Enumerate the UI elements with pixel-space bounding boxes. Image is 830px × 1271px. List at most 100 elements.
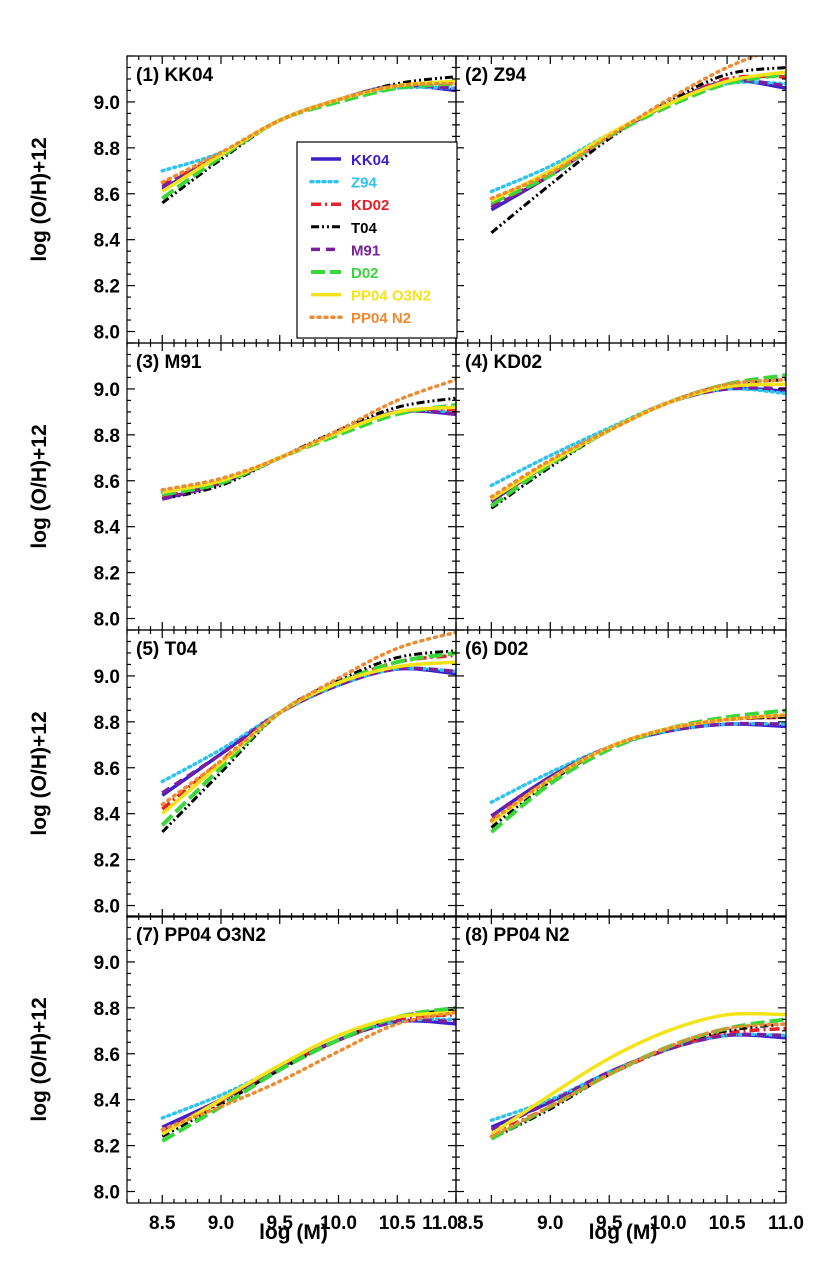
chart-panel: (8) PP04 N2 8.5 9.0 9.5 10.0 10.5 11.0	[455, 915, 804, 1234]
tick-marks	[455, 629, 787, 917]
tick-marks	[455, 915, 787, 1203]
series-line-d02	[490, 373, 786, 508]
legend-entry: T04	[311, 220, 378, 237]
series-line-d02	[160, 651, 456, 827]
y-tick-label: 8.4	[94, 805, 121, 826]
y-tick-label: 8.8	[94, 999, 120, 1020]
x-tick-label: 9.5	[267, 1213, 294, 1234]
legend-label: D02	[351, 265, 379, 282]
x-tick-label: 9.0	[537, 1213, 563, 1234]
tick-marks	[126, 915, 457, 1203]
series-line-z94	[160, 1017, 456, 1120]
legend-entry: KD02	[311, 197, 389, 214]
x-tick-label: 10.0	[650, 1213, 687, 1234]
y-tick-label: 8.2	[94, 1137, 120, 1158]
x-axis-title: log (M)	[589, 1221, 658, 1244]
series-line-kk04	[490, 386, 786, 503]
panel-title: (5) T04	[136, 639, 198, 660]
y-tick-label: 8.8	[94, 426, 120, 447]
legend-label: M91	[351, 242, 380, 259]
series-line-pp04-o3n2	[161, 660, 456, 816]
series-line-pp04-n2	[489, 713, 786, 823]
legend-entry: D02	[311, 265, 379, 282]
series-line-pp04-n2	[160, 81, 456, 185]
y-tick-label: 8.2	[94, 851, 120, 872]
series-line-m91	[490, 721, 786, 818]
legend-label: T04	[351, 220, 378, 237]
y-tick-label: 8.6	[94, 1045, 120, 1066]
panel-frame	[455, 629, 787, 918]
series-line-pp04-n2	[160, 630, 456, 807]
tick-marks	[126, 629, 457, 917]
panels: (1) KK04 8.0 8.2 8.4 8.6 8.8 9.0 (2) Z94 (3) M91…	[94, 55, 804, 1234]
legend-entry: KK04	[311, 152, 390, 169]
legend: KK04 Z94 KD02 T04 M91 D02 PP04 O3N2 PP04 N2	[296, 141, 458, 339]
series-line-pp04-n2	[160, 377, 456, 492]
y-tick-label: 8.0	[94, 610, 120, 631]
y-tick-label: 9.0	[94, 953, 120, 974]
legend-label: KD02	[351, 197, 389, 214]
chart-panel: (4) KD02	[455, 342, 787, 631]
y-tick-label: 8.6	[94, 185, 120, 206]
x-tick-label: 10.0	[320, 1213, 357, 1234]
chart-panel: (1) KK04 8.0 8.2 8.4 8.6 8.8 9.0	[94, 55, 457, 344]
series-line-t04	[490, 715, 786, 829]
series-line-pp04-o3n2	[490, 382, 786, 501]
panel-title: (4) KD02	[465, 352, 542, 373]
series-line-t04	[490, 378, 786, 510]
panel-title: (7) PP04 O3N2	[136, 925, 266, 946]
legend-label: PP04 N2	[351, 310, 411, 327]
y-tick-label: 8.0	[94, 897, 120, 918]
series-line-pp04-n2	[489, 377, 786, 499]
legend-label: PP04 O3N2	[351, 288, 431, 305]
series-line-pp04-o3n2	[490, 713, 786, 825]
panel-title: (1) KK04	[136, 65, 214, 86]
legend-label: Z94	[351, 175, 378, 192]
series-line-d02	[490, 72, 786, 205]
y-tick-label: 8.2	[94, 564, 120, 585]
series-line-kd02	[161, 1012, 456, 1134]
y-tick-label: 9.0	[94, 93, 120, 114]
series-line-pp04-o3n2	[161, 405, 456, 494]
series-line-t04	[490, 66, 786, 234]
y-tick-label: 8.4	[94, 1091, 121, 1112]
series-line-pp04-n2	[489, 1022, 786, 1139]
chart-panel: (2) Z94	[455, 55, 787, 344]
x-tick-label: 11.0	[768, 1213, 804, 1234]
series-line-kk04	[490, 79, 786, 212]
series-line-m91	[490, 386, 786, 503]
x-tick-label: 10.5	[709, 1213, 746, 1234]
x-tick-label: 8.5	[457, 1213, 484, 1234]
y-tick-label: 8.2	[94, 277, 120, 298]
chart-panel: (3) M91 8.0 8.2 8.4 8.6 8.8 9.0	[94, 342, 457, 631]
series-line-m91	[490, 78, 786, 210]
y-axis-title: log (O/H)+12	[28, 424, 51, 548]
y-axis-title: log (O/H)+12	[28, 137, 51, 261]
y-tick-label: 9.0	[94, 380, 120, 401]
y-axis-title: log (O/H)+12	[28, 997, 51, 1121]
series-line-t04	[161, 649, 456, 834]
series-line-pp04-n2	[160, 1010, 456, 1132]
y-axis-title: log (O/H)+12	[28, 711, 51, 835]
chart-panel: (6) D02	[455, 629, 787, 918]
panel-title: (3) M91	[136, 352, 202, 373]
axis-labels: log (O/H)+12 log (O/H)+12 log (O/H)+12 l…	[28, 137, 657, 1244]
panel-frame	[455, 915, 787, 1204]
series-line-t04	[161, 75, 456, 205]
x-axis-title: log (M)	[259, 1221, 328, 1244]
x-tick-label: 9.5	[596, 1213, 623, 1234]
series-line-kd02	[490, 382, 786, 503]
legend-box	[296, 141, 458, 339]
series-line-kd02	[490, 715, 786, 823]
panel-title: (8) PP04 N2	[465, 925, 570, 946]
series-line-z94	[489, 80, 786, 194]
legend-entry: Z94	[309, 175, 378, 192]
series-line-d02	[490, 1017, 786, 1141]
series-line-z94	[160, 408, 456, 494]
y-tick-label: 8.0	[94, 323, 120, 344]
tick-marks	[455, 342, 787, 630]
x-tick-label: 8.5	[149, 1213, 176, 1234]
legend-entry: PP04 N2	[309, 310, 411, 327]
y-tick-label: 8.8	[94, 713, 120, 734]
